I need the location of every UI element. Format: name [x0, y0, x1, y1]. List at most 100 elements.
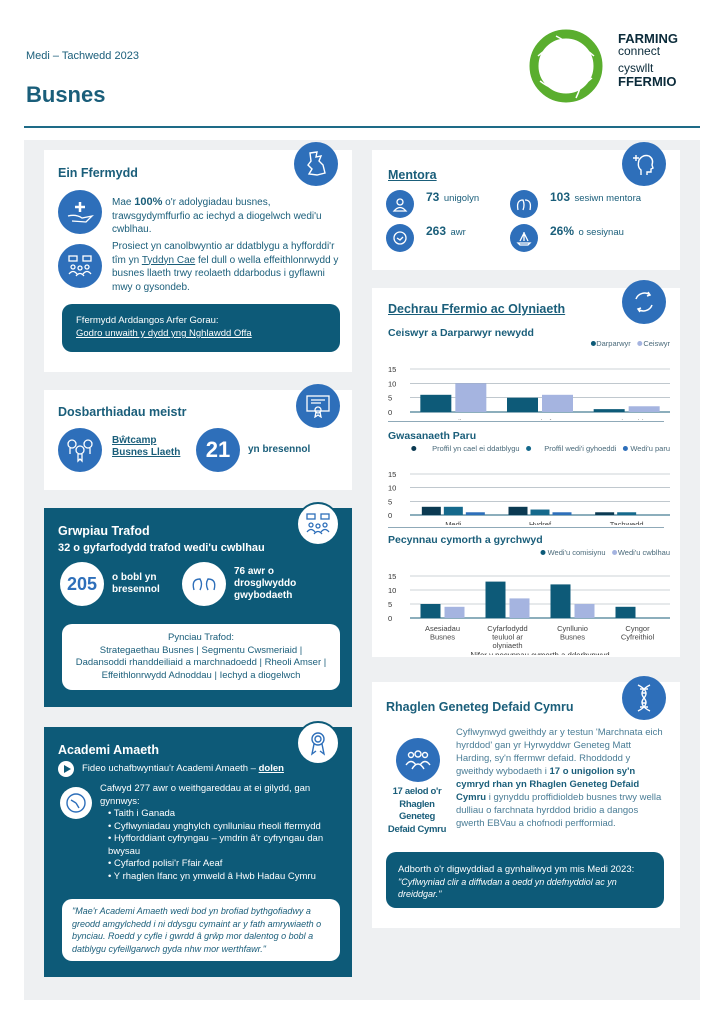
activity-item: Cyfarfod polisi'r Ffair Aeaf	[100, 858, 346, 871]
topics-box: Pynciau Trafod: Strategaethau Busnes | Se…	[62, 624, 340, 690]
person-icon	[386, 190, 414, 218]
y-tick-label: 0	[388, 408, 392, 417]
video-link[interactable]: dolen	[258, 763, 284, 774]
group-discussion-icon	[296, 502, 340, 546]
y-tick-label: 5	[388, 497, 392, 506]
legend-swatch	[590, 341, 596, 346]
x-tick-label: olyniaeth	[492, 641, 522, 650]
section-title: Mentora	[388, 168, 437, 182]
stat-value: 26%	[550, 224, 575, 238]
page-title: Busnes	[26, 82, 106, 107]
legend-label: Wedi'u comisiynu	[548, 548, 606, 557]
x-tick-label: Tachwedd	[610, 418, 644, 420]
activity-item: Hyfforddiant cyfryngau – ymdrin â'r cyfr…	[100, 833, 346, 858]
legend-swatch	[411, 446, 417, 451]
logo-text: FFERMIO	[618, 74, 677, 89]
group-discussion-icon	[58, 244, 102, 288]
bar	[444, 606, 465, 618]
header-divider	[24, 126, 700, 128]
legend-label: Ceiswyr	[643, 339, 670, 348]
attendance-count: 21	[196, 428, 240, 472]
clock-icon	[60, 787, 92, 819]
legend-label: Proffil yn cael ei ddatblygu	[432, 444, 519, 453]
section-title: Dosbarthiadau meistr	[58, 405, 187, 419]
bar	[628, 406, 660, 412]
section-title: Rhaglen Geneteg Defaid Cymru	[386, 700, 574, 714]
divider	[388, 421, 664, 422]
group-icon	[396, 738, 440, 782]
y-tick-label: 5	[388, 394, 392, 403]
x-tick-label: Hydref	[529, 418, 552, 420]
dechrau-card: Dechrau Ffermio ac Olyniaeth Ceiswyr a D…	[372, 280, 680, 657]
section-title: Dechrau Ffermio ac Olyniaeth	[388, 302, 566, 316]
chart-title: Pecynnau cymorth a gyrchwyd	[388, 534, 543, 546]
percent-value: 100%	[134, 196, 163, 208]
legend-swatch	[612, 550, 618, 555]
bar	[421, 506, 441, 515]
activity-item: Cyflwyniadau ynghylch cynlluniau rheoli …	[100, 821, 346, 834]
bar	[542, 394, 573, 412]
logo-text: connect	[618, 44, 661, 58]
stat-label: awr	[450, 227, 466, 238]
bar	[507, 397, 538, 412]
x-tick-label: Busnes	[430, 633, 455, 642]
bar	[615, 606, 636, 618]
ein-ffermydd-card: Ein Ffermydd Mae 100% o'r adolygiadau bu…	[44, 142, 352, 372]
wales-map-icon	[294, 142, 338, 186]
y-tick-label: 10	[388, 484, 396, 493]
conversation-heads-icon	[182, 562, 226, 606]
demo-farm-link[interactable]: Godro unwaith y dydd yng Nghlawdd Offa	[76, 328, 252, 339]
bootcamp-link[interactable]: Bŵtcamp	[112, 435, 157, 446]
mentora-stat: 263 awr	[386, 224, 466, 252]
y-tick-label: 15	[388, 365, 396, 374]
y-tick-label: 10	[388, 379, 396, 388]
bar	[530, 509, 550, 515]
geneteg-card: Rhaglen Geneteg Defaid Cymru 17 aelod o'…	[372, 676, 680, 928]
y-tick-label: 0	[388, 511, 392, 520]
bar	[455, 383, 487, 412]
legend-label: Wedi'u cwblhau	[618, 548, 670, 557]
x-tick-label: Busnes	[560, 633, 585, 642]
period: Medi – Tachwedd 2023	[26, 50, 139, 62]
divider	[388, 527, 664, 528]
stat-value: 73	[426, 190, 440, 204]
x-tick-label: teuluol ar	[492, 633, 523, 642]
activities-list: Taith i GanadaCyflwyniadau ynghylch cynl…	[100, 808, 346, 883]
tyddyn-cae-link[interactable]: Tyddyn Cae	[141, 254, 196, 266]
play-icon[interactable]	[58, 761, 74, 777]
rosettes-icon	[58, 428, 102, 472]
bootcamp-link[interactable]: Busnes Llaeth	[112, 447, 181, 458]
academi-amaeth-card: Academi Amaeth Fideo uchafbwyntiau'r Aca…	[44, 721, 352, 977]
dna-icon	[622, 676, 666, 720]
subtitle: 32 o gyfarfodydd trafod wedi'u cwblhau	[58, 542, 265, 554]
attendance-label: yn bresennol	[248, 444, 311, 455]
section-title: Ein Ffermydd	[58, 166, 138, 180]
section-title: Academi Amaeth	[58, 743, 159, 757]
mentora-card: Mentora 73 unigolyn 103 sesiwn mentora 263…	[372, 142, 680, 270]
bar	[465, 512, 485, 515]
bar	[574, 604, 595, 618]
stat-label: o sesiynau	[578, 227, 624, 238]
bar	[617, 512, 637, 515]
x-tick-label: Hydref	[529, 520, 552, 525]
y-tick-label: 5	[388, 600, 392, 609]
feedback-box: Adborth o'r digwyddiad a gynhaliwyd ym m…	[386, 852, 664, 908]
x-tick-label: Cynllunio	[557, 624, 588, 633]
chart-gwasanaeth-paru: Gwasanaeth Paru Wedi'u paru Proffil wedi'i…	[388, 430, 670, 525]
logo-text: FARMING	[618, 31, 678, 46]
mentora-stat: 73 unigolyn	[386, 190, 479, 218]
bar	[485, 581, 506, 618]
stat-value: 103	[550, 190, 571, 204]
y-tick-label: 0	[388, 614, 392, 623]
grwpiau-trafod-card: Grwpiau Trafod 32 o gyfarfodydd trafod w…	[44, 502, 352, 707]
bar	[593, 409, 625, 412]
activity-item: Y rhaglen Ifanc yn ymweld â Hwb Hadau Cy…	[100, 871, 346, 884]
hand-plus-icon	[58, 190, 102, 234]
chart-title: Gwasanaeth Paru	[388, 430, 476, 442]
conversation-heads-icon	[510, 190, 538, 218]
legend-label: Darparwyr	[596, 339, 631, 348]
x-tick-label: Cyfreithiol	[621, 633, 655, 642]
bar	[595, 512, 615, 515]
chart-pecynnau-cymorth: Pecynnau cymorth a gyrchwyd Wedi'u cwblha…	[388, 534, 670, 655]
logo-text: cyswllt	[618, 61, 654, 75]
